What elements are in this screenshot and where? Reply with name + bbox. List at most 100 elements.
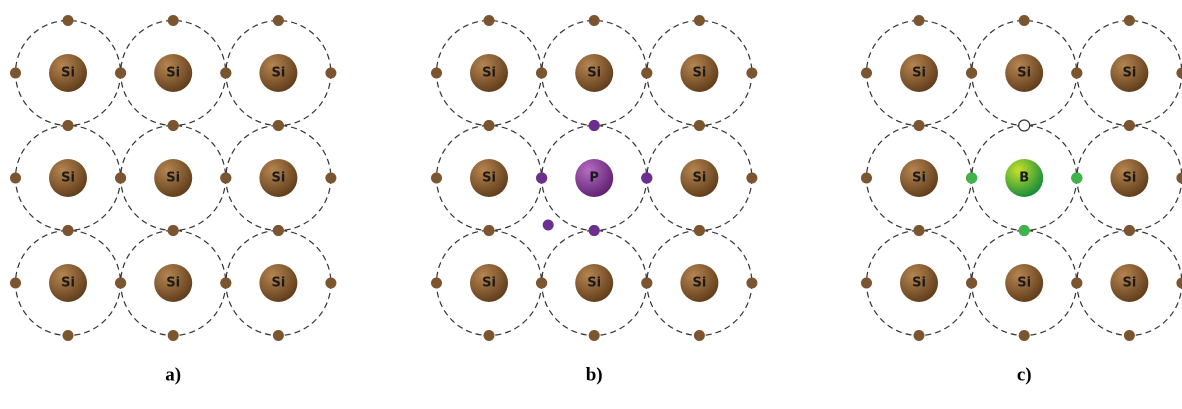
electron [168,330,179,341]
electron [589,120,600,131]
hole [1019,120,1030,131]
electron [63,15,74,26]
electron [966,68,977,79]
electron [641,173,652,184]
electron [589,225,600,236]
electron [273,330,284,341]
electron [914,225,925,236]
electron [115,278,126,289]
atom-label: Si [271,171,285,186]
electron [325,278,336,289]
electron [536,278,547,289]
electron [861,173,872,184]
electron [861,278,872,289]
electron [861,68,872,79]
electron [914,15,925,26]
electron [431,173,442,184]
electron [431,278,442,289]
electron [10,278,21,289]
atom-label: Si [61,66,75,81]
electron [1124,330,1135,341]
electron [115,173,126,184]
electron [589,330,600,341]
electron [1019,330,1030,341]
electron [641,68,652,79]
electron [536,68,547,79]
electron [1124,15,1135,26]
atom-label: Si [1017,276,1031,291]
electron [115,68,126,79]
atom-label: Si [692,66,706,81]
atom-label: Si [482,276,496,291]
electron [325,68,336,79]
electron [168,15,179,26]
electron [220,173,231,184]
atom-label: Si [166,276,180,291]
electron [1071,68,1082,79]
electron [220,68,231,79]
electron [641,278,652,289]
electron [325,173,336,184]
atom-label: Si [912,171,926,186]
atom-label: Si [912,276,926,291]
atom-label: Si [1122,276,1136,291]
atom-label: Si [1122,66,1136,81]
electron [168,120,179,131]
electron [484,15,495,26]
electron [536,173,547,184]
free-electron [543,220,554,231]
atom-label: Si [1017,66,1031,81]
electron [914,120,925,131]
electron [746,278,757,289]
electron [1124,120,1135,131]
electron [484,225,495,236]
electron [694,15,705,26]
panel-caption: c) [1017,365,1032,386]
electron [484,120,495,131]
electron [746,68,757,79]
atom-label: Si [61,276,75,291]
electron [694,225,705,236]
atom-label: Si [271,66,285,81]
panel-caption: a) [165,365,181,386]
atom-label: P [589,171,599,186]
electron [966,278,977,289]
electron [1071,278,1082,289]
electron [220,278,231,289]
atom-label: Si [692,171,706,186]
atom-label: Si [587,66,601,81]
electron [1019,15,1030,26]
electron [63,330,74,341]
atom-label: Si [166,66,180,81]
atom-label: Si [482,171,496,186]
electron [273,120,284,131]
electron [1071,173,1082,184]
electron [10,68,21,79]
diagram: Si Si Si Si Si Si Si Si Si a) Si Si Si Si P Si Si Si Si b) S… [0,0,1182,409]
electron [1176,68,1182,79]
electron [1176,173,1182,184]
electron [1176,278,1182,289]
electron [431,68,442,79]
atom-label: Si [587,276,601,291]
electron [63,225,74,236]
atom-label: Si [271,276,285,291]
atom-label: Si [692,276,706,291]
electron [273,15,284,26]
atom-label: Si [912,66,926,81]
electron [484,330,495,341]
electron [168,225,179,236]
atom-label: Si [61,171,75,186]
electron [966,173,977,184]
electron [746,173,757,184]
electron [589,15,600,26]
electron [10,173,21,184]
atom-label: Si [1122,171,1136,186]
electron [1019,225,1030,236]
electron [694,330,705,341]
electron [273,225,284,236]
panel-caption: b) [586,365,603,386]
electron [694,120,705,131]
atom-label: Si [166,171,180,186]
electron [914,330,925,341]
